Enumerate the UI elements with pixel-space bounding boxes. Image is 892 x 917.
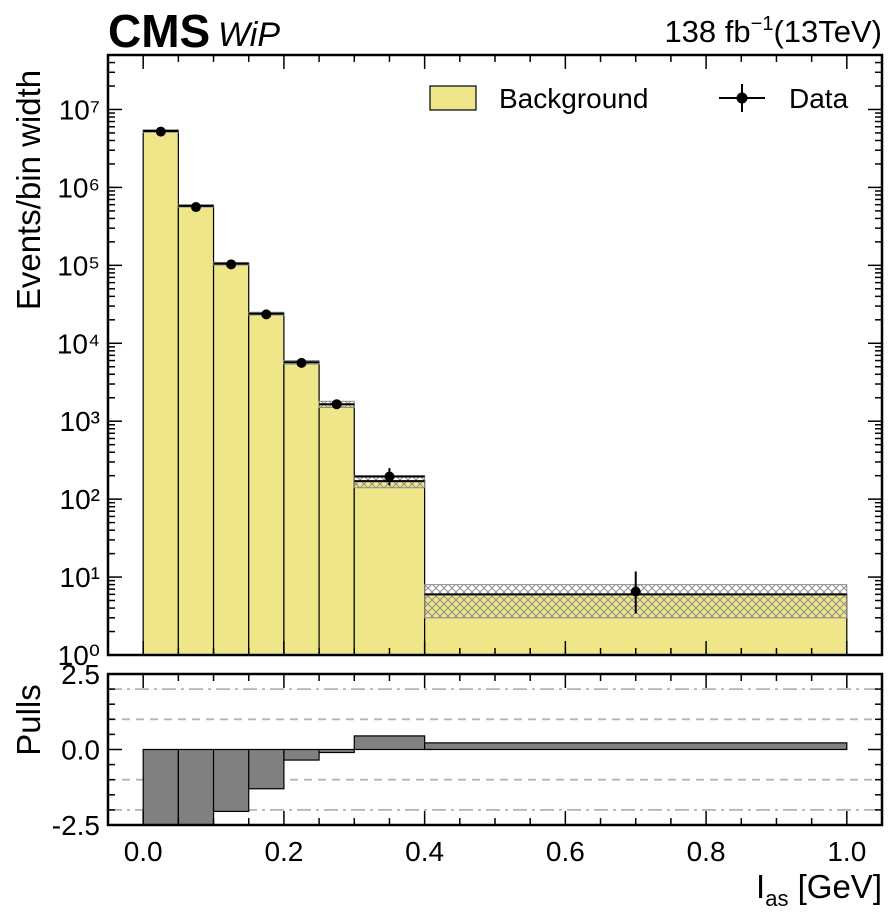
pulls-y-axis-title: Pulls: [10, 684, 47, 756]
data-point: [331, 399, 342, 410]
pull-bar: [318, 748, 355, 754]
y-tick-label: 10⁵: [57, 250, 100, 281]
pull-bar: [248, 748, 285, 790]
x-tick-label: 0.4: [405, 836, 444, 867]
main-panel: 10⁰ 10¹ 10² 10³ 10⁴ 10⁵ 10⁶ 10⁷ Events/bin widt…: [10, 53, 884, 671]
data-point: [261, 309, 272, 320]
main-ticks: [108, 54, 882, 656]
background-bin: [283, 361, 320, 655]
x-axis-title: Ias [GeV]: [756, 868, 882, 911]
lumi-energy: (13TeV): [773, 14, 882, 49]
y-tick-label: 10⁰: [58, 640, 100, 671]
x-tick-label: 1.0: [827, 836, 866, 867]
x-tick-label: 0.8: [687, 836, 726, 867]
pull-bar: [142, 748, 179, 825]
pull-y-tick-label: -2.5: [52, 810, 100, 841]
pull-y-tick-label: 0.0: [61, 735, 100, 766]
legend-background-swatch: [429, 85, 477, 111]
data-point: [190, 202, 201, 213]
x-tick-label: 0.0: [124, 836, 163, 867]
luminosity-label: 138 fb−1(13TeV): [664, 13, 882, 49]
status-label: WiP: [218, 16, 280, 54]
experiment-label: CMS: [108, 5, 210, 57]
y-tick-label: 10⁷: [59, 94, 100, 125]
lumi-value: 138 fb: [664, 14, 750, 49]
x-axis-title-sub: as: [765, 886, 788, 911]
legend-data-label: Data: [789, 83, 849, 114]
pulls-plot-content: [108, 688, 882, 825]
y-tick-label: 10⁶: [57, 172, 100, 203]
lumi-exponent: −1: [751, 13, 774, 35]
x-axis-title-unit: [GeV]: [788, 868, 882, 905]
background-bin: [212, 263, 250, 655]
x-axis-title-main: I: [756, 868, 765, 905]
pull-bar: [212, 748, 250, 813]
background-bin: [142, 130, 179, 655]
main-plot-content: [142, 126, 848, 655]
data-point: [226, 259, 237, 270]
legend-data-marker: [736, 92, 748, 104]
pull-bar: [177, 748, 215, 825]
main-y-axis-title: Events/bin width: [10, 70, 47, 310]
y-tick-label: 10¹: [60, 562, 100, 593]
y-tick-label: 10²: [60, 484, 100, 515]
pulls-y-tick-labels: -2.5 0.0 2.5: [52, 659, 100, 841]
pulls-ticks: [108, 673, 882, 826]
x-tick-label: 0.2: [264, 836, 303, 867]
legend: Background Data: [429, 83, 849, 114]
pull-bar: [353, 735, 426, 751]
x-tick-labels: 0.0 0.2 0.4 0.6 0.8 1.0: [124, 836, 867, 867]
y-tick-label: 10³: [60, 406, 100, 437]
data-point: [296, 357, 307, 368]
legend-background-label: Background: [499, 83, 648, 114]
pulls-panel: -2.5 0.0 2.5 0.0 0.2 0.4 0.6 0.8 1.0 Pulls Ias …: [10, 659, 884, 911]
data-point: [630, 586, 641, 597]
y-tick-label: 10⁴: [57, 328, 100, 359]
pull-y-tick-label: 2.5: [61, 659, 100, 690]
pull-bar: [283, 748, 320, 761]
x-tick-label: 0.6: [546, 836, 585, 867]
pull-bar: [424, 742, 848, 751]
background-bin: [353, 480, 426, 655]
data-point: [155, 126, 166, 137]
background-bin: [248, 313, 285, 655]
background-bin: [177, 205, 215, 655]
data-point: [384, 471, 395, 482]
main-y-tick-labels: 10⁰ 10¹ 10² 10³ 10⁴ 10⁵ 10⁶ 10⁷: [57, 94, 100, 671]
background-bin: [318, 403, 355, 655]
